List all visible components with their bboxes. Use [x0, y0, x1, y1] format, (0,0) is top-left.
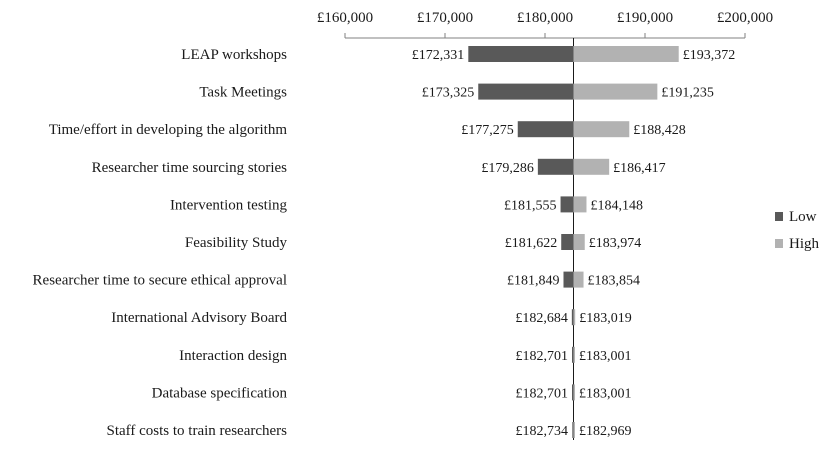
value-label-high: £191,235	[661, 86, 714, 101]
bar-low	[571, 309, 574, 326]
legend-label-low: Low	[789, 209, 817, 225]
bar-low	[468, 46, 574, 62]
category-label: Task Meetings	[199, 85, 287, 101]
bar-high	[573, 309, 576, 326]
value-label-low: £181,849	[507, 274, 560, 289]
bar-high	[573, 83, 658, 100]
value-label-low: £181,622	[505, 236, 558, 251]
value-label-high: £184,148	[590, 198, 643, 213]
bar-high	[573, 121, 630, 138]
bar-high	[573, 196, 587, 213]
legend: Low High	[775, 209, 820, 252]
value-label-low: £181,555	[504, 198, 557, 213]
value-label-high: £183,974	[589, 236, 642, 251]
bar-high	[573, 384, 576, 401]
category-label: Researcher time to secure ethical approv…	[33, 273, 287, 289]
bar-low	[517, 121, 574, 138]
bar-low	[563, 271, 574, 288]
bar-high	[573, 46, 679, 62]
bar-low	[572, 346, 574, 363]
bar-low	[478, 83, 574, 100]
bar-low	[537, 158, 574, 175]
category-label: Time/effort in developing the algorithm	[49, 122, 288, 138]
category-label: LEAP workshops	[181, 47, 287, 63]
value-label-low: £173,325	[422, 86, 475, 101]
legend-swatch-high	[775, 239, 783, 248]
x-tick-label: £190,000	[617, 10, 673, 26]
x-tick-label: £200,000	[717, 10, 773, 26]
category-label: Feasibility Study	[185, 235, 288, 251]
bar-high	[573, 271, 584, 288]
category-labels: LEAP workshops Task Meetings Time/effort i…	[33, 47, 288, 439]
legend-swatch-low	[775, 212, 783, 221]
category-label: Intervention testing	[170, 197, 288, 213]
x-tick-label: £170,000	[417, 10, 473, 26]
value-label-high: £183,019	[579, 311, 632, 326]
bar-high	[573, 422, 575, 438]
value-label-low: £182,684	[515, 311, 568, 326]
value-labels: £172,331 £193,372 £173,325 £191,235 £177,275…	[412, 48, 735, 439]
bar-low	[572, 384, 574, 401]
value-label-high: £188,428	[633, 123, 686, 138]
x-tick-label: £180,000	[517, 10, 573, 26]
legend-label-high: High	[789, 236, 820, 252]
category-label: Staff costs to train researchers	[107, 423, 288, 439]
value-label-low: £182,701	[516, 349, 569, 364]
value-label-high: £183,001	[579, 349, 632, 364]
bar-high	[573, 234, 585, 250]
value-label-high: £186,417	[613, 161, 666, 176]
x-axis: £160,000 £170,000 £180,000 £190,000 £200,000	[317, 10, 773, 39]
value-label-high: £183,001	[579, 386, 632, 401]
bars	[468, 38, 679, 440]
x-tick-label: £160,000	[317, 10, 373, 26]
bar-low	[561, 234, 574, 250]
bar-high	[573, 158, 610, 175]
value-label-low: £182,701	[516, 386, 569, 401]
value-label-high: £182,969	[579, 424, 632, 439]
category-label: Interaction design	[179, 348, 287, 364]
bar-high	[573, 346, 576, 363]
category-label: International Advisory Board	[111, 310, 287, 326]
category-label: Database specification	[152, 385, 288, 401]
value-label-low: £177,275	[461, 123, 514, 138]
value-label-low: £179,286	[481, 161, 534, 176]
value-label-low: £172,331	[412, 48, 465, 63]
category-label: Researcher time sourcing stories	[92, 160, 288, 176]
value-label-high: £183,854	[588, 274, 641, 289]
bar-low	[560, 196, 574, 213]
bar-low	[572, 422, 574, 438]
value-label-low: £182,734	[516, 424, 569, 439]
value-label-high: £193,372	[683, 48, 736, 63]
